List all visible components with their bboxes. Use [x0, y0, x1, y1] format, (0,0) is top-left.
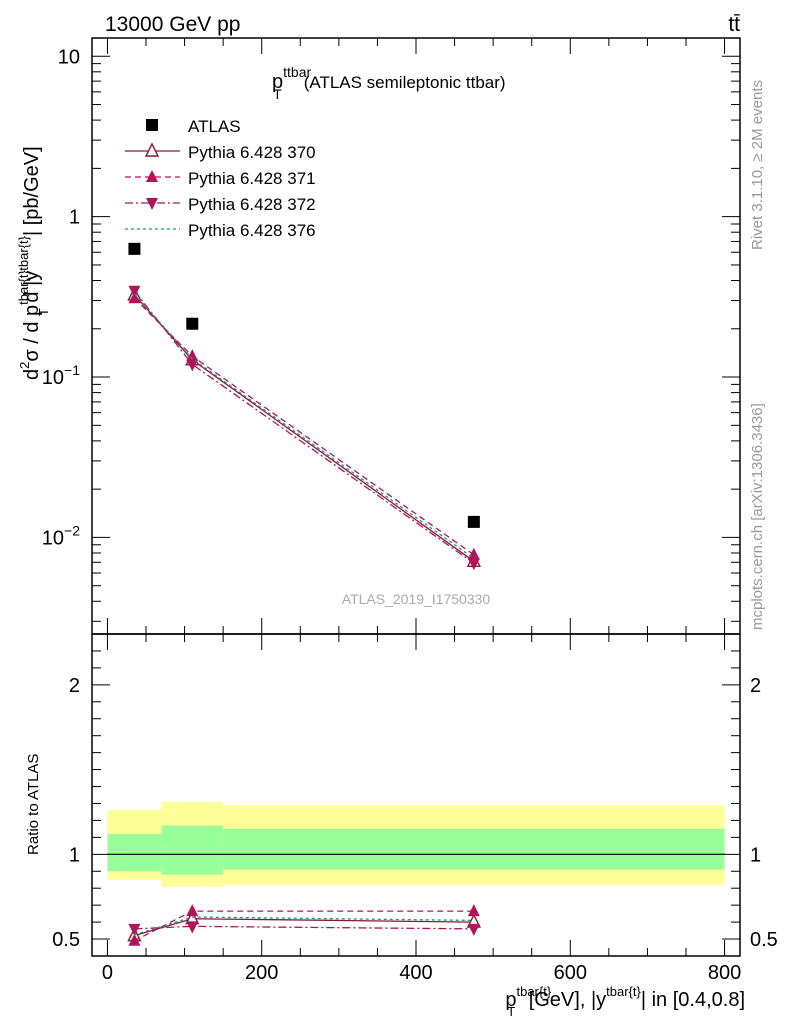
ratio-xtick-label: 200: [245, 962, 278, 984]
main-series-p372: [128, 285, 480, 571]
ratio-ytick-label-left: 2: [69, 675, 80, 697]
ratio-band-inner-0: [107, 833, 162, 872]
ratio-frame: [91, 633, 741, 957]
main-series-p371: [128, 291, 480, 560]
ratio-point-p372-0: [128, 923, 141, 936]
ratio-point-p372-2: [467, 923, 480, 936]
main-point-p372-0: [128, 285, 141, 298]
main-line-p372: [133, 290, 475, 564]
rivet-label: Rivet 3.1.10, ≥ 2M events: [749, 80, 766, 250]
ratio-line-p372: [134, 925, 474, 930]
plot-title: pttbar T(ATLAS semileptonic ttbar): [272, 64, 506, 102]
legend-item-p370: Pythia 6.428 370: [125, 142, 316, 162]
main-point-p372-2: [467, 558, 480, 571]
main-series-p376: [133, 293, 475, 559]
main-line-p376: [133, 293, 475, 559]
main-point-atlas-0: [128, 242, 141, 255]
main-line-p370: [133, 294, 475, 562]
legend-label: Pythia 6.428 372: [188, 195, 316, 214]
ratio-ytick-label-right: 1: [750, 844, 761, 866]
main-point-p371-1: [186, 349, 199, 362]
main-point-p372-1: [186, 359, 199, 372]
ratio-ytick-label-left: 0.5: [52, 929, 80, 951]
legend-item-p372: Pythia 6.428 372: [125, 195, 316, 214]
ratio-line-p376: [134, 916, 474, 936]
ratio-line-p371: [134, 910, 474, 942]
main-series-atlas: [128, 242, 480, 528]
legend-label: Pythia 6.428 370: [188, 143, 316, 162]
legend-label: Pythia 6.428 376: [188, 221, 316, 240]
ratio-ylabel: Ratio to ATLAS: [25, 754, 42, 855]
legend: ATLAS Pythia 6.428 370 Pythia 6.428 371 Pyt…: [125, 117, 316, 240]
main-point-p371-2: [467, 547, 480, 560]
legend-marker: [146, 198, 158, 210]
ratio-point-p371-1: [186, 904, 199, 917]
ratio-series-p371: [128, 904, 480, 946]
legend-marker: [146, 170, 158, 182]
mcplots-label: mcplots.cern.ch [arXiv:1306.3436]: [749, 403, 766, 630]
final-state-label: tt̄: [728, 13, 740, 36]
ratio-xtick-label: 600: [554, 962, 587, 984]
ratio-ytick-label-right: 2: [750, 675, 761, 697]
ratio-point-p371-2: [467, 904, 480, 917]
main-ylabel: d2σ / d ptbar{t}T d |ytbar{t}| [pb/GeV]: [16, 146, 51, 380]
legend-marker: [144, 142, 160, 157]
ratio-xtick-label: 0: [102, 962, 113, 984]
ratio-series-p372: [128, 921, 480, 936]
main-ytick-label: 10−2: [42, 522, 80, 549]
ratio-xlabel: ptbar{t} T [GeV], |ytbar{t}| in [0.4,0.8]: [505, 984, 745, 1019]
legend-label: Pythia 6.428 371: [188, 169, 316, 188]
ratio-band-inner-2: [223, 828, 725, 870]
main-point-atlas-1: [186, 317, 199, 330]
ratio-ytick-label-right: 0.5: [750, 929, 778, 951]
main-line-p371: [133, 297, 475, 556]
process-label: 13000 GeV pp: [105, 13, 240, 36]
ratio-xtick-label: 800: [708, 962, 741, 984]
ratio-point-p371-0: [128, 933, 141, 946]
legend-item-p376: Pythia 6.428 376: [125, 221, 316, 240]
main-point-atlas-2: [467, 515, 480, 528]
legend-marker: [146, 119, 158, 131]
ratio-series-p370: [127, 910, 481, 942]
main-ytick-label: 10−1: [42, 362, 80, 389]
ratio-panel: 0.5 0.5 1 1 2 2 0 200 400 600 800: [52, 633, 778, 984]
ratio-point-p372-1: [186, 921, 199, 934]
legend-item-p371: Pythia 6.428 371: [125, 169, 316, 188]
legend-label: ATLAS: [188, 117, 241, 136]
ratio-xtick-label: 400: [399, 962, 432, 984]
ratio-series-p376: [134, 916, 474, 936]
main-panel: 10 1 10−1 10−2: [42, 37, 741, 635]
ratio-band-inner-1: [161, 825, 224, 875]
ratio-ytick-label-left: 1: [69, 844, 80, 866]
main-ytick-label: 10: [58, 46, 80, 68]
legend-item-atlas: ATLAS: [146, 117, 241, 136]
main-ytick-label: 1: [69, 207, 80, 229]
analysis-id: ATLAS_2019_I1750330: [342, 591, 491, 607]
